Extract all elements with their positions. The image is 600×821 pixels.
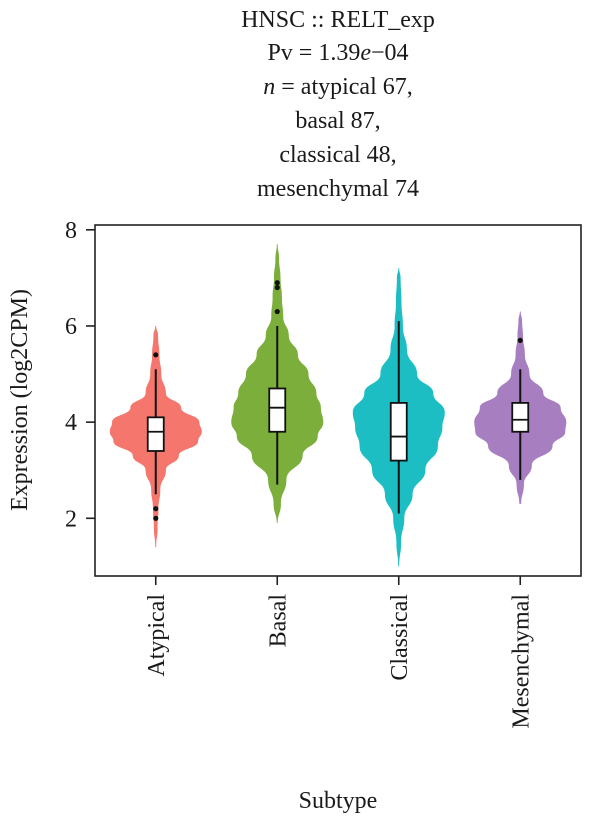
violin-atypical bbox=[109, 326, 202, 548]
x-axis-label: Subtype bbox=[299, 788, 378, 814]
box bbox=[389, 402, 408, 462]
plot-frame bbox=[94, 224, 582, 577]
y-tick-label: 4 bbox=[65, 410, 77, 436]
y-axis: 2 4 6 8 bbox=[65, 218, 95, 532]
x-tick-label-basal: Basal bbox=[265, 594, 291, 648]
title-line-5: mesenchymal 74 bbox=[257, 176, 419, 202]
title-line-2: n = atypical 67, bbox=[263, 74, 413, 100]
x-tick-label-atypical: Atypical bbox=[144, 594, 170, 677]
x-tick-label-mesenchymal: Mesenchymal bbox=[508, 594, 534, 729]
x-tick-label-classical: Classical bbox=[387, 594, 413, 681]
y-tick-label: 8 bbox=[65, 218, 77, 244]
outlier-point bbox=[153, 352, 159, 358]
outlier-point bbox=[274, 284, 280, 291]
box bbox=[268, 387, 287, 433]
outlier-point bbox=[274, 280, 280, 286]
box bbox=[146, 416, 165, 452]
title-line-4: classical 48, bbox=[279, 142, 396, 168]
title-line-1: Pv = 1.39e−04 bbox=[267, 40, 408, 66]
chart-title: HNSC :: RELT_exp Pv = 1.39e−04 n = atypi… bbox=[241, 7, 435, 202]
title-line-3: basal 87, bbox=[295, 108, 380, 134]
violin-classical bbox=[352, 268, 445, 567]
violin-basal bbox=[231, 244, 324, 524]
y-tick-label: 2 bbox=[65, 506, 77, 532]
box bbox=[511, 402, 530, 433]
y-tick-label: 6 bbox=[65, 314, 77, 340]
outlier-point bbox=[274, 308, 280, 315]
violins bbox=[109, 244, 567, 567]
violin-mesenchymal bbox=[474, 311, 567, 504]
outlier-point bbox=[153, 515, 159, 521]
y-axis-label: Expression (log2CPM) bbox=[7, 289, 33, 511]
outlier-point bbox=[153, 506, 159, 512]
x-axis: Atypical Basal Classical Mesenchymal bbox=[144, 576, 534, 729]
title-line-0: HNSC :: RELT_exp bbox=[241, 7, 435, 33]
outlier-point bbox=[517, 337, 523, 343]
